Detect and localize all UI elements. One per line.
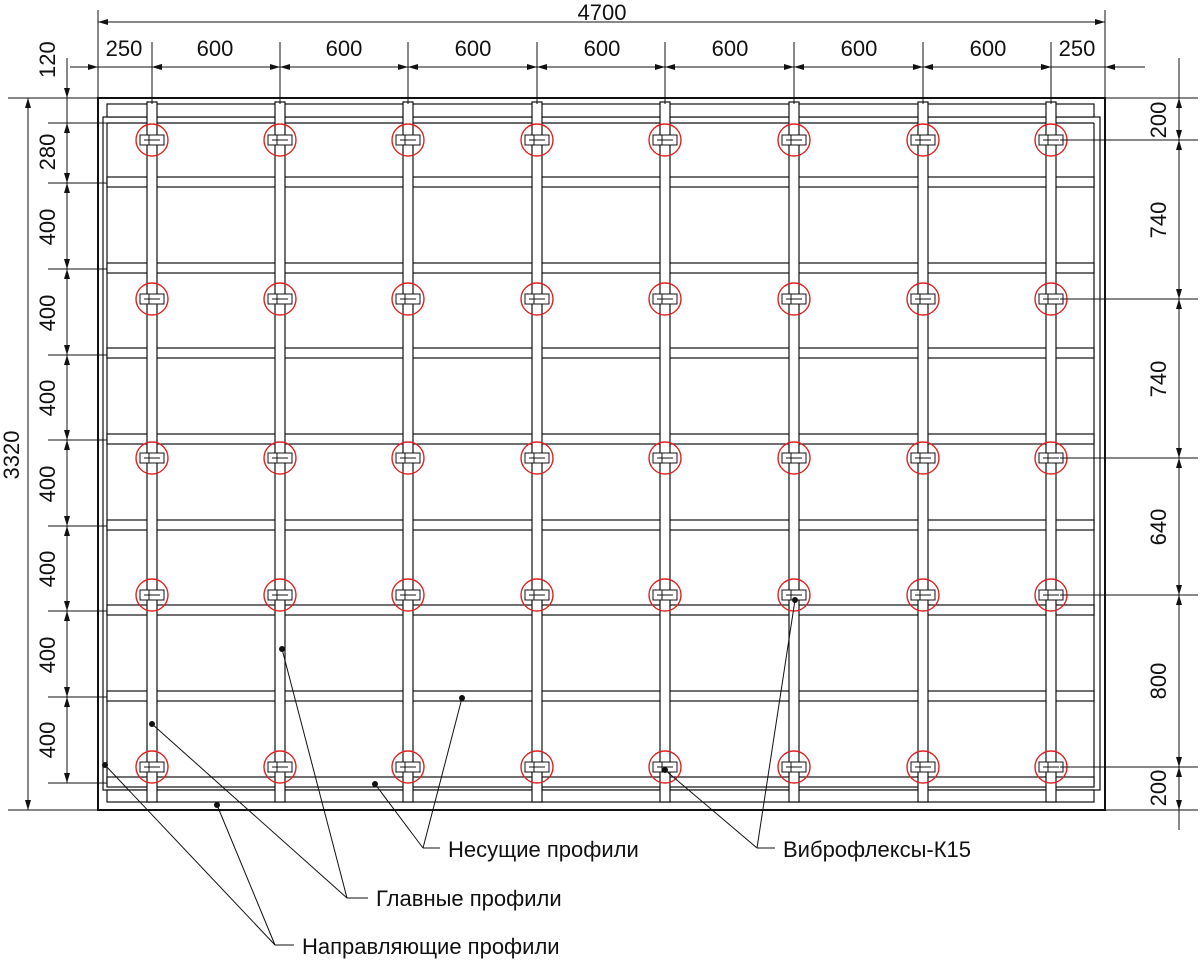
guide-profile-bottom (106, 789, 1095, 803)
right-dim-0: 200 (1146, 102, 1171, 139)
main-profile-6 (917, 101, 929, 803)
total-width-label: 4700 (578, 0, 627, 25)
dimension-labels: 4700 120 250 600 600 600 600 600 600 600… (0, 0, 1171, 806)
main-profile-7 (1045, 101, 1057, 803)
main-profile-3 (531, 101, 543, 803)
vibroflex-mounts (135, 123, 1068, 784)
vibroflex-mount-2 (391, 123, 425, 157)
top-dim-8: 250 (1059, 36, 1096, 61)
vibroflex-mount-28 (648, 578, 682, 612)
bearing-profile-7 (106, 776, 1095, 788)
bearing-profiles (106, 103, 1095, 803)
vibroflex-mount-30 (906, 578, 940, 612)
vibroflex-mount-38 (906, 750, 940, 784)
label-guide-profiles: Направляющие профили (302, 934, 560, 959)
callout-labels: Несущие профили Виброфлексы-К15 Главные … (302, 837, 971, 959)
vibroflex-mount-6 (906, 123, 940, 157)
vibroflex-mount-22 (906, 441, 940, 475)
left-dim-6: 400 (35, 637, 60, 674)
right-dim-1: 740 (1146, 202, 1171, 239)
bearing-profile-4 (106, 519, 1095, 531)
vibroflex-mount-21 (777, 441, 811, 475)
guide-profile-top (106, 103, 1095, 118)
dimension-lines (8, 10, 1198, 830)
left-dim-0: 280 (35, 134, 60, 171)
top-dim-4: 600 (584, 36, 621, 61)
main-profile-1 (274, 101, 286, 803)
bearing-profile-2 (106, 347, 1095, 359)
left-dim-1: 400 (35, 209, 60, 246)
vibroflex-mount-16 (135, 441, 169, 475)
label-bearing-profiles: Несущие профили (448, 837, 639, 862)
vibroflex-mount-27 (520, 578, 554, 612)
vibroflex-mount-33 (263, 750, 297, 784)
left-dim-4: 400 (35, 466, 60, 503)
vibroflex-mount-1 (263, 123, 297, 157)
bearing-profile-3 (106, 433, 1095, 445)
vibroflex-mount-3 (520, 123, 554, 157)
vibroflex-mount-5 (777, 123, 811, 157)
vibroflex-mount-4 (648, 123, 682, 157)
main-profile-0 (146, 101, 158, 803)
left-dim-7: 400 (35, 722, 60, 759)
leader-lines (102, 597, 798, 946)
main-profile-2 (402, 101, 414, 803)
right-dim-4: 800 (1146, 663, 1171, 700)
top-dim-6: 600 (841, 36, 878, 61)
top-dim-7: 600 (970, 36, 1007, 61)
label-main-profiles: Главные профили (376, 886, 562, 911)
top-offset-label: 120 (35, 41, 60, 78)
right-dim-2: 740 (1146, 361, 1171, 398)
vibroflex-mount-35 (520, 750, 554, 784)
vibroflex-mount-26 (391, 578, 425, 612)
vibroflex-mount-17 (263, 441, 297, 475)
left-dim-5: 400 (35, 551, 60, 588)
top-dim-1: 600 (197, 36, 234, 61)
vibroflex-mount-13 (777, 282, 811, 316)
main-profile-4 (659, 101, 671, 803)
vibroflex-mount-32 (135, 750, 169, 784)
right-dim-3: 640 (1146, 509, 1171, 546)
left-dim-2: 400 (35, 295, 60, 332)
vibroflex-mount-25 (263, 578, 297, 612)
vibroflex-mount-24 (135, 578, 169, 612)
vibroflex-mount-34 (391, 750, 425, 784)
vibroflex-mount-9 (263, 282, 297, 316)
main-profile-5 (788, 101, 800, 803)
vibroflex-mount-11 (520, 282, 554, 316)
vibroflex-mount-18 (391, 441, 425, 475)
vibroflex-mount-20 (648, 441, 682, 475)
label-vibroflex: Виброфлексы-К15 (783, 837, 971, 862)
total-height-label: 3320 (0, 431, 24, 480)
vibroflex-mount-0 (135, 123, 169, 157)
top-dim-5: 600 (712, 36, 749, 61)
bearing-profile-6 (106, 690, 1095, 702)
bearing-profile-1 (106, 262, 1095, 274)
left-dim-3: 400 (35, 380, 60, 417)
vibroflex-mount-12 (648, 282, 682, 316)
top-dim-2: 600 (326, 36, 363, 61)
vibroflex-mount-10 (391, 282, 425, 316)
top-dim-0: 250 (106, 36, 143, 61)
top-dim-3: 600 (455, 36, 492, 61)
vibroflex-mount-8 (135, 282, 169, 316)
bearing-profile-5 (106, 604, 1095, 616)
vibroflex-mount-19 (520, 441, 554, 475)
bearing-profile-0 (106, 176, 1095, 188)
frame-outline (97, 97, 1106, 811)
vibroflex-mount-37 (777, 750, 811, 784)
vibroflex-mount-14 (906, 282, 940, 316)
right-dim-5: 200 (1146, 770, 1171, 807)
